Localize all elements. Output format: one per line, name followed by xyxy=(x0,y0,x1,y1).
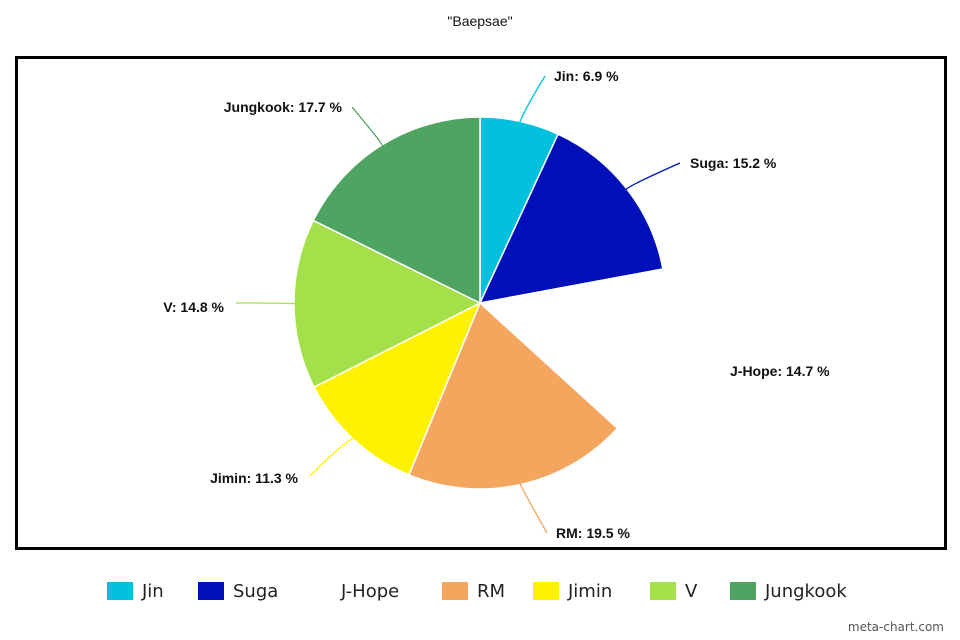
legend-item: V xyxy=(650,578,697,604)
legend-swatch xyxy=(306,582,332,600)
legend-label: J-Hope xyxy=(341,580,400,602)
legend-label: RM xyxy=(477,580,506,602)
data-label: Jimin: 11.3 % xyxy=(210,470,298,486)
callout-line xyxy=(309,437,356,477)
data-label: Jungkook: 17.7 % xyxy=(224,99,343,115)
legend-label: Jimin xyxy=(568,580,613,602)
legend: Jin Suga J-Hope RM Jimin V Jungkook xyxy=(0,578,960,604)
callout-line xyxy=(351,106,384,147)
legend-swatch xyxy=(107,582,133,600)
callout-line xyxy=(624,162,681,191)
chart-title: "Baepsae" xyxy=(447,13,513,29)
data-label: RM: 19.5 % xyxy=(556,525,630,541)
legend-item: Jin xyxy=(107,578,164,604)
legend-swatch xyxy=(730,582,756,600)
legend-swatch xyxy=(442,582,468,600)
legend-item: J-Hope xyxy=(306,578,399,604)
legend-swatch xyxy=(533,582,559,600)
callout-line xyxy=(235,302,297,305)
pie-slice-jimin xyxy=(313,301,482,476)
data-label: Suga: 15.2 % xyxy=(690,155,777,171)
pie-slices xyxy=(293,116,667,490)
legend-label: Suga xyxy=(233,580,279,602)
watermark: meta-chart.com xyxy=(847,620,944,634)
legend-label: Jin xyxy=(142,580,164,602)
legend-label: V xyxy=(685,580,698,602)
callout-line xyxy=(518,75,546,124)
legend-item: Suga xyxy=(198,578,278,604)
data-label: Jin: 6.9 % xyxy=(554,68,619,84)
callout-line xyxy=(518,481,548,534)
pie-callouts: Jin: 6.9 % Suga: 15.2 % J-Hope: 14.7 % RM: … xyxy=(163,68,830,541)
legend-swatch xyxy=(650,582,676,600)
chart-frame xyxy=(15,56,947,550)
data-label: V: 14.8 % xyxy=(163,299,224,315)
data-label: J-Hope: 14.7 % xyxy=(730,363,830,379)
legend-label: Jungkook xyxy=(765,580,847,602)
pie-slice-j-hope xyxy=(478,268,667,430)
legend-item: Jimin xyxy=(533,578,612,604)
legend-swatch xyxy=(198,582,224,600)
legend-item: Jungkook xyxy=(730,578,847,604)
legend-item: RM xyxy=(442,578,505,604)
pie-slice-v xyxy=(293,219,482,389)
